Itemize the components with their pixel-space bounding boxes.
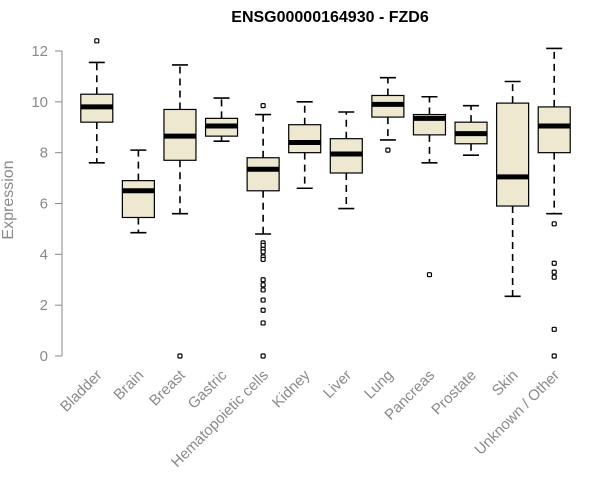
y-tick-label: 6 [40,196,48,213]
y-tick-label: 10 [31,94,48,111]
box-liver [329,111,363,210]
outlier-point [260,277,266,283]
outlier-point [551,326,557,332]
outlier-point [260,103,266,109]
outlier-point [260,353,266,359]
outlier-point [260,256,266,263]
iqr-box [496,102,530,207]
outlier-point [260,287,266,293]
box-prostate [454,104,488,157]
outlier-point [260,320,266,326]
x-tick-label: Breast [146,366,189,409]
box-breast [163,64,197,359]
iqr-box [537,106,571,154]
x-tick-label: Skin [489,367,522,400]
box-gastric [204,97,239,143]
y-axis-title: Expression [0,160,17,239]
y-tick-label: 0 [40,348,48,365]
iqr-box [121,180,155,219]
outlier-point [385,147,391,153]
box-unknown-other [537,47,571,359]
outlier-point [551,221,557,227]
chart-title: ENSG00000164930 - FZD6 [231,9,429,26]
box-hematopoietic-cells [246,103,280,359]
x-tick-label: Brain [110,367,147,404]
outlier-point [177,353,183,359]
box-bladder [80,38,114,164]
x-tick-label: Prostate [428,367,480,419]
outlier-point [551,260,557,266]
box-pancreas [412,95,447,278]
x-tick-label: Bladder [57,367,106,416]
outlier-point [94,38,100,44]
iqr-box [246,157,280,192]
box-skin [496,80,530,298]
box-brain [121,149,155,234]
y-tick-label: 8 [40,145,48,162]
box-series [80,38,571,359]
outlier-point [260,282,266,288]
y-tick-label: 12 [31,43,48,60]
outlier-point [426,272,433,278]
outlier-point [551,353,557,359]
outlier-point [260,249,266,255]
x-tick-label: Liver [320,367,355,402]
box-lung [371,76,405,153]
box-kidney [288,101,322,190]
iqr-box [288,124,322,154]
outlier-point [260,297,266,303]
x-tick-label: Lung [361,367,397,403]
outlier-point [260,307,266,313]
x-tick-label: Kidney [269,366,314,411]
y-tick-label: 2 [40,297,48,314]
y-tick-label: 4 [40,246,48,263]
outlier-point [551,269,557,275]
outlier-point [551,274,557,280]
y-axis: 0 2 4 6 8 10 12 [31,43,63,365]
